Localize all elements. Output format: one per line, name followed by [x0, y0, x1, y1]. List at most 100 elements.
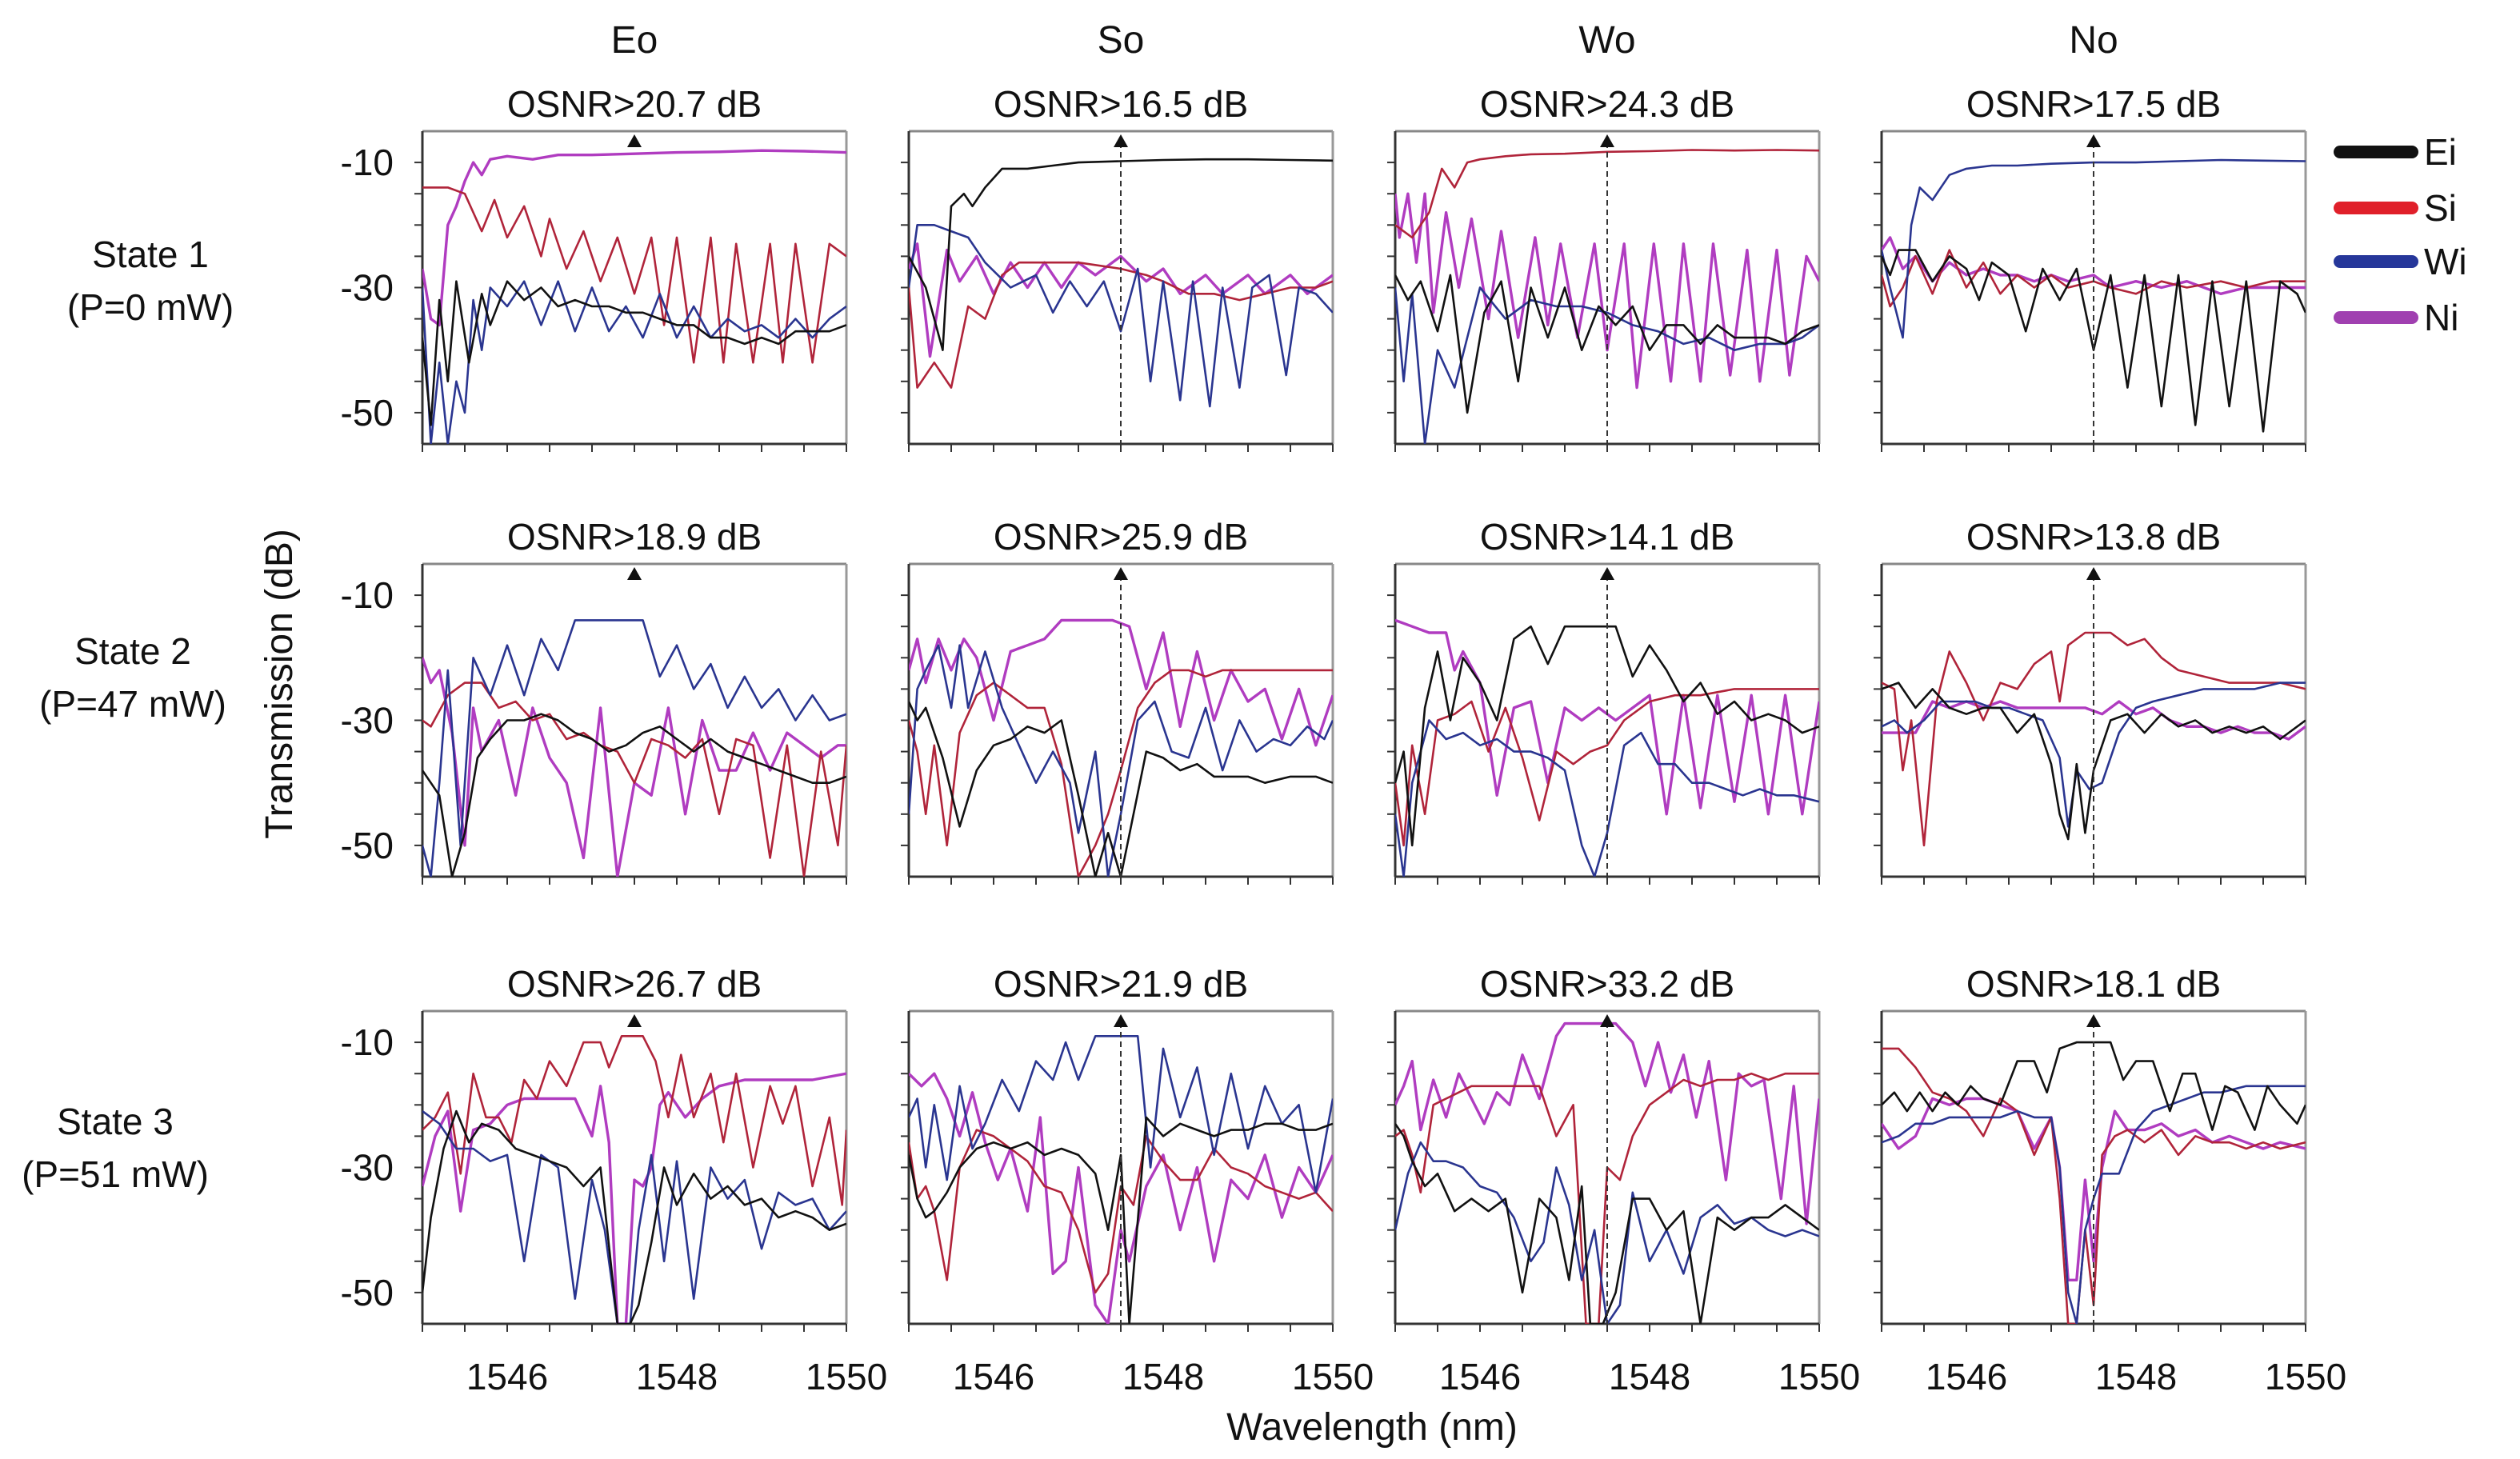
- series-line-ei: [422, 1109, 846, 1324]
- panels-grid: -10 -30 -50 OSNR>20.7 dB OSNR>16.5 dB OSNR>24…: [341, 83, 2347, 1397]
- series-line-si: [1882, 249, 2306, 308]
- row-labels: State 1 (P=0 mW) State 2 (P=47 mW) State…: [22, 234, 234, 1195]
- osnr-label: OSNR>13.8 dB: [1966, 516, 2221, 558]
- series-group: [1882, 1041, 2306, 1324]
- panel-so-state-3: 1546 1548 1550 OSNR>21.9 dB: [901, 963, 1374, 1397]
- panel-so-state-1: OSNR>16.5 dB: [901, 83, 1334, 452]
- x-tick-label: 1548: [1609, 1356, 1690, 1397]
- osnr-label: OSNR>17.5 dB: [1966, 83, 2221, 125]
- y-tick-label: -50: [341, 392, 394, 434]
- series-line-wi: [422, 1110, 846, 1324]
- series-group: [909, 618, 1333, 877]
- center-wavelength-marker-icon: [2086, 1014, 2101, 1027]
- series-line-ni: [1882, 236, 2306, 295]
- series-line-ei: [422, 280, 846, 426]
- series-line-wi: [1882, 1085, 2306, 1324]
- osnr-label: OSNR>18.1 dB: [1966, 963, 2221, 1005]
- series-line-ei: [1882, 249, 2306, 433]
- osnr-label: OSNR>21.9 dB: [994, 963, 1248, 1005]
- panel-eo-state-2: -10 -30 -50 OSNR>18.9 dB: [341, 516, 848, 885]
- column-title-no: No: [2069, 19, 2118, 62]
- x-tick-label: 1548: [2095, 1356, 2177, 1397]
- series-line-wi: [1882, 158, 2306, 339]
- series-line-si: [422, 682, 846, 877]
- center-wavelength-marker-icon: [627, 134, 642, 147]
- series-line-wi: [422, 619, 846, 877]
- series-line-wi: [909, 223, 1333, 408]
- osnr-label: OSNR>18.9 dB: [507, 516, 762, 558]
- column-title-so: So: [1098, 19, 1145, 62]
- series-group: [909, 158, 1333, 408]
- y-tick-label: -30: [341, 267, 394, 309]
- series-line-ei: [1882, 682, 2306, 841]
- panel-no-state-3: 1546 1548 1550 OSNR>18.1 dB: [1874, 963, 2346, 1397]
- column-titles: Eo So Wo No: [611, 19, 2118, 62]
- series-line-si: [1395, 1072, 1819, 1324]
- osnr-label: OSNR>16.5 dB: [994, 83, 1248, 125]
- center-wavelength-marker-icon: [2086, 567, 2101, 580]
- center-wavelength-marker-icon: [1600, 1014, 1614, 1027]
- center-wavelength-marker-icon: [1114, 1014, 1128, 1027]
- x-tick-label: 1550: [806, 1356, 887, 1397]
- series-line-ei: [1395, 1123, 1819, 1324]
- x-tick-label: 1550: [1292, 1356, 1374, 1397]
- series-group: [422, 149, 846, 444]
- column-title-eo: Eo: [611, 19, 658, 62]
- panel-so-state-2: OSNR>25.9 dB: [901, 516, 1334, 885]
- panel-wo-state-2: OSNR>14.1 dB: [1387, 516, 1821, 885]
- x-axis-label: Wavelength (nm): [1226, 1406, 1518, 1449]
- y-tick-label: -10: [341, 574, 394, 616]
- center-wavelength-marker-icon: [1600, 134, 1614, 147]
- center-wavelength-marker-icon: [1600, 567, 1614, 580]
- x-tick-label: 1546: [1439, 1356, 1521, 1397]
- osnr-label: OSNR>20.7 dB: [507, 83, 762, 125]
- series-line-si: [422, 186, 846, 364]
- series-line-si: [909, 261, 1333, 389]
- series-line-si: [1395, 149, 1819, 239]
- osnr-label: OSNR>14.1 dB: [1480, 516, 1734, 558]
- x-tick-label: 1548: [636, 1356, 718, 1397]
- row-label-state-1: State 1: [92, 234, 209, 275]
- legend: Ei Si Wi Ni: [2334, 131, 2467, 338]
- y-tick-label: -30: [341, 1147, 394, 1189]
- y-tick-label: -10: [341, 1021, 394, 1063]
- x-tick-label: 1546: [466, 1356, 548, 1397]
- series-line-ei: [909, 158, 1333, 352]
- panel-no-state-2: OSNR>13.8 dB: [1874, 516, 2307, 885]
- series-group: [909, 1035, 1333, 1324]
- osnr-label: OSNR>25.9 dB: [994, 516, 1248, 558]
- legend-label-ei: Ei: [2424, 131, 2457, 173]
- x-tick-label: 1548: [1122, 1356, 1204, 1397]
- series-group: [422, 619, 846, 877]
- series-line-si: [422, 1035, 846, 1206]
- series-line-ni: [1395, 1021, 1819, 1225]
- y-tick-label: -10: [341, 142, 394, 183]
- legend-label-ni: Ni: [2424, 297, 2458, 338]
- y-tick-label: -30: [341, 700, 394, 741]
- series-group: [1395, 618, 1819, 877]
- y-tick-label: -50: [341, 825, 394, 866]
- x-tick-label: 1546: [1926, 1356, 2007, 1397]
- series-line-ni: [909, 242, 1333, 358]
- panel-eo-state-3: -10 -30 -50 1546 1548 1550 OSNR>26.7 dB: [341, 963, 888, 1397]
- x-tick-label: 1546: [953, 1356, 1034, 1397]
- panel-wo-state-1: OSNR>24.3 dB: [1387, 83, 1821, 452]
- series-line-ei: [422, 713, 846, 877]
- row-label-power-3: (P=51 mW): [22, 1153, 209, 1195]
- series-line-ei: [1395, 625, 1819, 847]
- series-line-ei: [909, 1116, 1333, 1324]
- row-label-state-3: State 3: [57, 1101, 174, 1142]
- series-group: [422, 1035, 846, 1324]
- series-group: [1882, 158, 2306, 433]
- osnr-label: OSNR>33.2 dB: [1480, 963, 1734, 1005]
- series-line-wi: [1882, 682, 2306, 828]
- column-title-wo: Wo: [1578, 19, 1635, 62]
- series-line-wi: [1395, 286, 1819, 444]
- panel-eo-state-1: -10 -30 -50 OSNR>20.7 dB: [341, 83, 848, 452]
- panel-no-state-1: OSNR>17.5 dB: [1874, 83, 2307, 452]
- series-line-ni: [909, 1072, 1333, 1324]
- series-line-ni: [1395, 192, 1819, 390]
- y-tick-label: -50: [341, 1272, 394, 1313]
- center-wavelength-marker-icon: [2086, 134, 2101, 147]
